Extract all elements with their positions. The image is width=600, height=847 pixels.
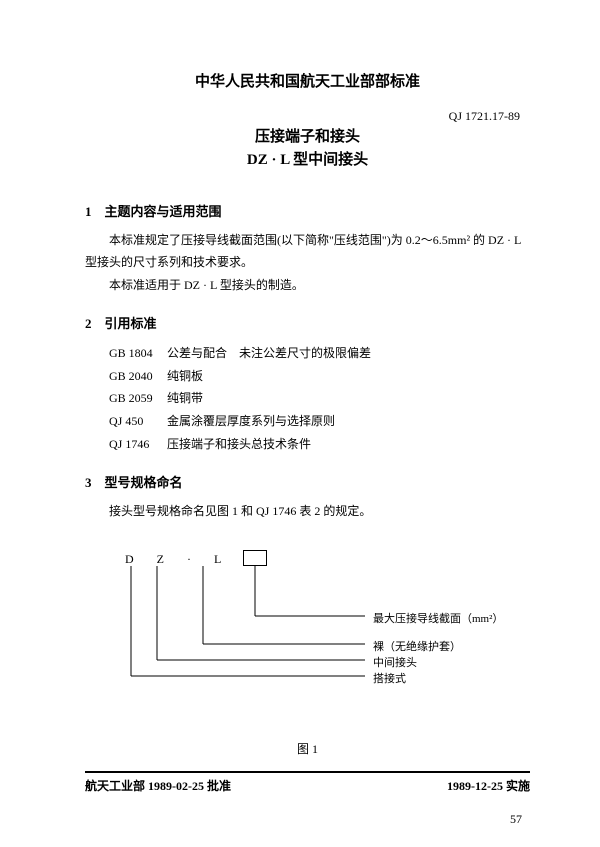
naming-diagram: D Z · L 最大压接导线截面（mm²） 裸（无绝缘护套） 中间接头 搭接式 [125,552,530,732]
approval-note: 航天工业部 1989-02-25 批准 [85,777,231,794]
reference-list: GB 1804公差与配合 未注公差尺寸的极限偏差 GB 2040纯铜板 GB 2… [109,342,530,456]
diagram-label-2: 裸（无绝缘护套） [373,638,461,654]
implementation-note: 1989-12-25 实施 [447,777,530,794]
page-number: 57 [85,812,530,827]
diagram-label-1: 最大压接导线截面（mm²） [373,610,503,626]
document-code: QJ 1721.17-89 [85,109,530,124]
section-2-heading: 2 引用标准 [85,313,530,332]
diagram-lines [125,566,385,716]
subtitle-line-1: 压接端子和接头 [85,126,530,149]
section-3-p1: 接头型号规格命名见图 1 和 QJ 1746 表 2 的规定。 [85,501,530,523]
diagram-code-letters: D Z · L [125,552,231,567]
ref-item: GB 2040纯铜板 [109,365,530,388]
section-1-p2: 本标准适用于 DZ · L 型接头的制造。 [85,275,530,297]
section-1-heading: 1 主题内容与适用范围 [85,201,530,220]
document-subtitle: 压接端子和接头 DZ · L 型中间接头 [85,126,530,171]
subtitle-line-2: DZ · L 型中间接头 [85,149,530,172]
ref-item: GB 1804公差与配合 未注公差尺寸的极限偏差 [109,342,530,365]
org-title: 中华人民共和国航天工业部部标准 [85,70,530,91]
ref-item: QJ 450金属涂覆层厚度系列与选择原则 [109,410,530,433]
ref-item: GB 2059纯铜带 [109,387,530,410]
ref-item: QJ 1746压接端子和接头总技术条件 [109,433,530,456]
figure-caption: 图 1 [85,740,530,757]
diagram-label-3: 中间接头 [373,654,417,670]
diagram-label-4: 搭接式 [373,670,406,686]
footer-bar: 航天工业部 1989-02-25 批准 1989-12-25 实施 [85,771,530,794]
document-page: 中华人民共和国航天工业部部标准 QJ 1721.17-89 压接端子和接头 DZ… [0,0,600,847]
section-1-p1: 本标准规定了压接导线截面范围(以下简称"压线范围")为 0.2～6.5mm² 的… [85,230,530,273]
section-3-heading: 3 型号规格命名 [85,472,530,491]
diagram-value-box [243,550,267,566]
